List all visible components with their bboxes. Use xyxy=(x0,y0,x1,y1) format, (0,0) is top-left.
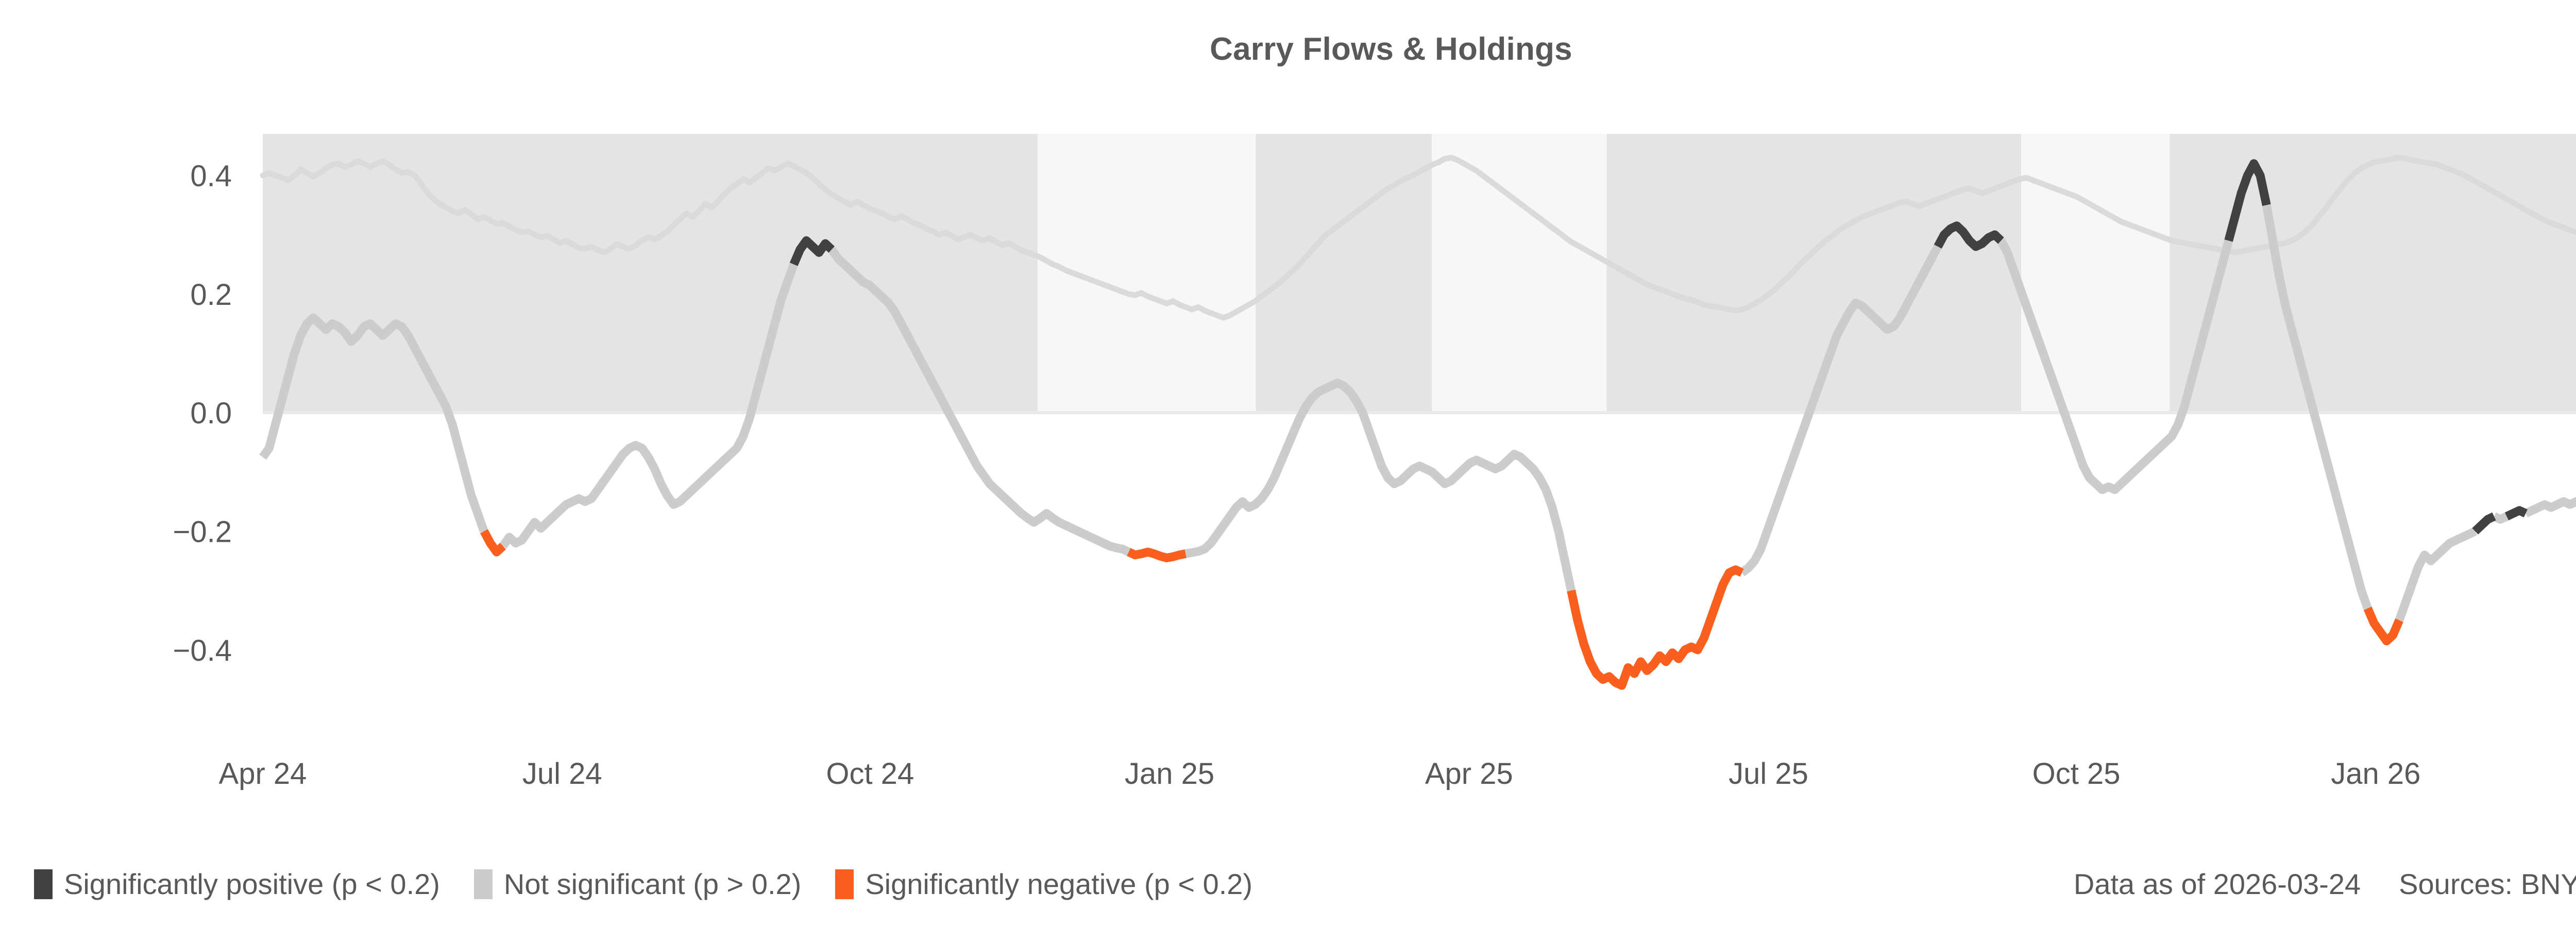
carry-flows-line xyxy=(259,159,2576,690)
x-tick-label: Jan 26 xyxy=(2331,757,2420,791)
holdings-area xyxy=(260,154,2576,413)
flow-segment-ns xyxy=(2395,527,2477,622)
flow-segment-ns xyxy=(2262,204,2372,610)
flow-segment-ns xyxy=(1184,379,1576,592)
legend: Significantly positive (p < 0.2) Not sig… xyxy=(34,861,2576,907)
holdings-area-fill xyxy=(1606,179,2022,413)
flow-segment-ns xyxy=(2492,512,2509,524)
flow-segment-neg xyxy=(1567,565,1744,690)
flow-segment-pos xyxy=(2472,512,2496,535)
x-tick-label: Oct 25 xyxy=(2032,757,2121,791)
flow-segment-neg xyxy=(2363,606,2403,646)
x-tick-label: Apr 24 xyxy=(219,757,307,791)
legend-significant-positive[interactable]: Significantly positive (p < 0.2) xyxy=(34,861,440,907)
flow-segment-ns xyxy=(1997,238,2233,494)
holdings-area-fill xyxy=(1038,256,1256,413)
flow-segment-pos xyxy=(1934,221,2004,251)
flow-segment-ns xyxy=(259,313,488,533)
y-tick-label: 0.2 xyxy=(190,278,232,312)
flow-segment-ns xyxy=(1739,244,1942,576)
holdings-area-fill xyxy=(1256,165,1432,413)
legend-significant-negative[interactable]: Significantly negative (p < 0.2) xyxy=(835,861,1252,907)
flow-segment-ns xyxy=(828,247,1131,556)
x-tick-label: Oct 24 xyxy=(826,757,914,791)
legend-swatch-negative-icon xyxy=(835,869,854,899)
legend-label-positive: Significantly positive (p < 0.2) xyxy=(64,868,440,900)
flow-segment-ns xyxy=(499,263,798,549)
flow-segment-neg xyxy=(1127,547,1187,562)
data-as-of-note: Data as of 2026-03-24 xyxy=(2073,868,2361,900)
flow-segment-neg xyxy=(480,529,506,557)
legend-swatch-neutral-icon xyxy=(473,869,493,899)
legend-not-significant[interactable]: Not significant (p > 0.2) xyxy=(473,861,802,907)
legend-label-negative: Significantly negative (p < 0.2) xyxy=(865,868,1253,900)
x-tick-label: Jul 24 xyxy=(522,757,602,791)
y-tick-label: −0.2 xyxy=(173,516,232,549)
holdings-area-fill xyxy=(1432,158,1607,413)
holdings-area-fill xyxy=(2021,178,2170,413)
flow-segment-ns xyxy=(2523,496,2576,518)
page-title: Carry Flows & Holdings xyxy=(1210,31,1572,67)
x-tick-label: Jan 25 xyxy=(1125,757,1214,791)
holdings-area-outline xyxy=(260,154,2576,321)
flow-segment-pos xyxy=(789,236,835,266)
holdings-area-fill xyxy=(263,161,1038,413)
y-tick-label: 0.4 xyxy=(190,160,232,193)
flow-segment-pos xyxy=(2224,159,2271,242)
y-axis-ticks: 0.4 0.2 0.0 −0.2 −0.4 xyxy=(173,160,232,667)
legend-label-neutral: Not significant (p > 0.2) xyxy=(503,868,802,900)
legend-swatch-positive-icon xyxy=(34,869,53,899)
holdings-area-fill xyxy=(2170,158,2576,413)
sources-note: Sources: BNY, WM/Refinitiv xyxy=(2399,868,2576,900)
x-tick-label: Apr 25 xyxy=(1425,757,1513,791)
flow-segment-pos xyxy=(2504,506,2528,521)
x-tick-label: Jul 25 xyxy=(1728,757,1808,791)
x-axis-ticks: Apr 24 Jul 24 Oct 24 Jan 25 Apr 25 Jul 25 Oct … xyxy=(219,757,2421,791)
y-tick-label: 0.0 xyxy=(190,397,232,430)
y-tick-label: −0.4 xyxy=(173,634,232,667)
